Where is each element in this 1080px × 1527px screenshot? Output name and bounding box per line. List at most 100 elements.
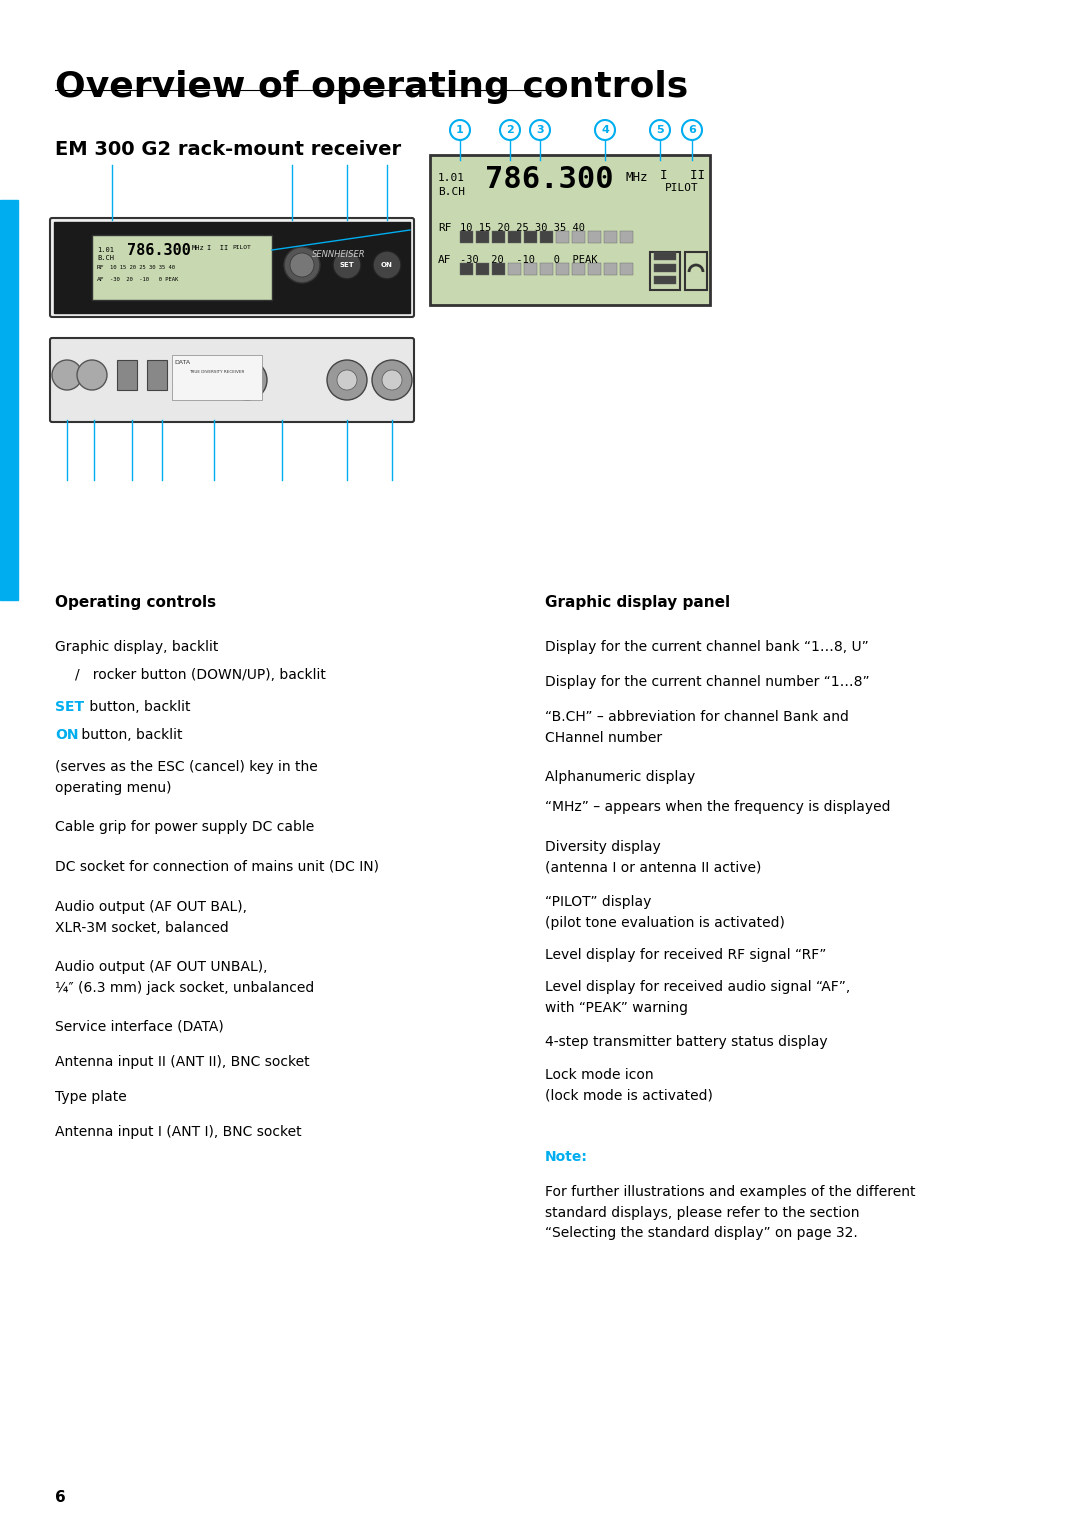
Bar [524, 231, 537, 243]
Text: Graphic display panel: Graphic display panel [545, 596, 730, 609]
Text: button, backlit: button, backlit [85, 699, 190, 715]
Bar [117, 360, 137, 389]
Bar [572, 263, 585, 275]
Text: Level display for received audio signal “AF”,
with “PEAK” warning: Level display for received audio signal … [545, 980, 850, 1014]
Text: “PILOT” display
(pilot tone evaluation is activated): “PILOT” display (pilot tone evaluation i… [545, 895, 785, 930]
Text: Display for the current channel number “1…8”: Display for the current channel number “… [545, 675, 869, 689]
Text: B.CH: B.CH [438, 186, 465, 197]
Text: I  II: I II [207, 244, 228, 250]
Bar [654, 252, 676, 260]
Text: SET: SET [339, 263, 354, 269]
Text: /   rocker button (DOWN/UP), backlit: / rocker button (DOWN/UP), backlit [75, 667, 326, 683]
Text: Lock mode icon
(lock mode is activated): Lock mode icon (lock mode is activated) [545, 1067, 713, 1102]
Circle shape [52, 360, 82, 389]
Text: 4-step transmitter battery status display: 4-step transmitter battery status displa… [545, 1035, 827, 1049]
Text: AF: AF [97, 276, 105, 282]
Text: 1.01: 1.01 [97, 247, 114, 253]
Circle shape [327, 360, 367, 400]
Text: 10 15 20 25 30 35 40: 10 15 20 25 30 35 40 [460, 223, 585, 234]
Bar [492, 231, 505, 243]
Text: MHz: MHz [625, 171, 648, 183]
Circle shape [237, 370, 257, 389]
Circle shape [284, 247, 320, 282]
Text: TRUE DIVERSITY RECEIVER: TRUE DIVERSITY RECEIVER [189, 370, 245, 374]
Text: Type plate: Type plate [55, 1090, 126, 1104]
Bar [430, 156, 710, 305]
Text: RF: RF [97, 266, 105, 270]
Circle shape [530, 121, 550, 140]
Circle shape [500, 121, 519, 140]
Bar [476, 263, 489, 275]
Circle shape [595, 121, 615, 140]
Bar [460, 231, 473, 243]
Text: 6: 6 [55, 1490, 66, 1506]
Text: 3: 3 [536, 125, 544, 134]
Text: ON: ON [55, 728, 79, 742]
FancyBboxPatch shape [50, 337, 414, 421]
Text: RF: RF [438, 223, 451, 234]
Text: Service interface (DATA): Service interface (DATA) [55, 1020, 224, 1034]
Text: -30  20  -10   0  PEAK: -30 20 -10 0 PEAK [460, 255, 597, 266]
Bar [54, 221, 410, 313]
Text: Operating controls: Operating controls [55, 596, 216, 609]
Text: Display for the current channel bank “1…8, U”: Display for the current channel bank “1…… [545, 640, 868, 654]
FancyBboxPatch shape [50, 218, 414, 318]
Bar [654, 276, 676, 284]
Bar [604, 231, 617, 243]
Text: -30  20  -10   0 PEAK: -30 20 -10 0 PEAK [110, 276, 178, 282]
Text: 786.300: 786.300 [485, 165, 613, 194]
Text: AF: AF [438, 255, 451, 266]
Circle shape [372, 360, 411, 400]
Text: EM 300 G2 rack-mount receiver: EM 300 G2 rack-mount receiver [55, 140, 401, 159]
Bar [588, 263, 600, 275]
Text: Level display for received RF signal “RF”: Level display for received RF signal “RF… [545, 948, 826, 962]
Bar [0, 200, 18, 600]
Text: For further illustrations and examples of the different
standard displays, pleas: For further illustrations and examples o… [545, 1185, 916, 1240]
Text: 2: 2 [507, 125, 514, 134]
Text: B.CH: B.CH [97, 255, 114, 261]
Bar [572, 231, 585, 243]
Text: Diversity display
(antenna I or antenna II active): Diversity display (antenna I or antenna … [545, 840, 761, 875]
Bar [508, 263, 521, 275]
Circle shape [77, 360, 107, 389]
Bar [620, 231, 633, 243]
Text: Audio output (AF OUT UNBAL),
¼″ (6.3 mm) jack socket, unbalanced: Audio output (AF OUT UNBAL), ¼″ (6.3 mm)… [55, 960, 314, 994]
Text: DC socket for connection of mains unit (DC IN): DC socket for connection of mains unit (… [55, 860, 379, 873]
Bar [588, 231, 600, 243]
Text: Alphanumeric display: Alphanumeric display [545, 770, 696, 783]
Bar [172, 354, 262, 400]
Text: button, backlit: button, backlit [77, 728, 183, 742]
Circle shape [333, 250, 361, 279]
Text: 6: 6 [688, 125, 696, 134]
Bar [604, 263, 617, 275]
Circle shape [650, 121, 670, 140]
Text: Note:: Note: [545, 1150, 588, 1164]
Text: Overview of operating controls: Overview of operating controls [55, 70, 688, 104]
Text: (serves as the ESC (cancel) key in the
operating menu): (serves as the ESC (cancel) key in the o… [55, 760, 318, 794]
Bar [460, 263, 473, 275]
Bar [650, 252, 680, 290]
Text: Cable grip for power supply DC cable: Cable grip for power supply DC cable [55, 820, 314, 834]
Bar [147, 360, 167, 389]
Bar [492, 263, 505, 275]
Text: PILOT: PILOT [665, 183, 699, 192]
Text: Audio output (AF OUT BAL),
XLR-3M socket, balanced: Audio output (AF OUT BAL), XLR-3M socket… [55, 899, 247, 935]
Bar [556, 231, 569, 243]
Circle shape [450, 121, 470, 140]
Text: 10 15 20 25 30 35 40: 10 15 20 25 30 35 40 [110, 266, 175, 270]
Bar [476, 231, 489, 243]
Text: SENNHEISER: SENNHEISER [312, 250, 366, 260]
Bar [540, 231, 553, 243]
Text: “B.CH” – abbreviation for channel Bank and
CHannel number: “B.CH” – abbreviation for channel Bank a… [545, 710, 849, 745]
Circle shape [227, 360, 267, 400]
Text: 1.01: 1.01 [438, 173, 465, 183]
Text: MHz: MHz [192, 244, 205, 250]
Bar [685, 252, 707, 290]
Text: 4: 4 [602, 125, 609, 134]
Bar [524, 263, 537, 275]
Circle shape [382, 370, 402, 389]
Text: I   II: I II [660, 169, 705, 182]
Text: “MHz” – appears when the frequency is displayed: “MHz” – appears when the frequency is di… [545, 800, 891, 814]
Circle shape [337, 370, 357, 389]
Text: 5: 5 [657, 125, 664, 134]
